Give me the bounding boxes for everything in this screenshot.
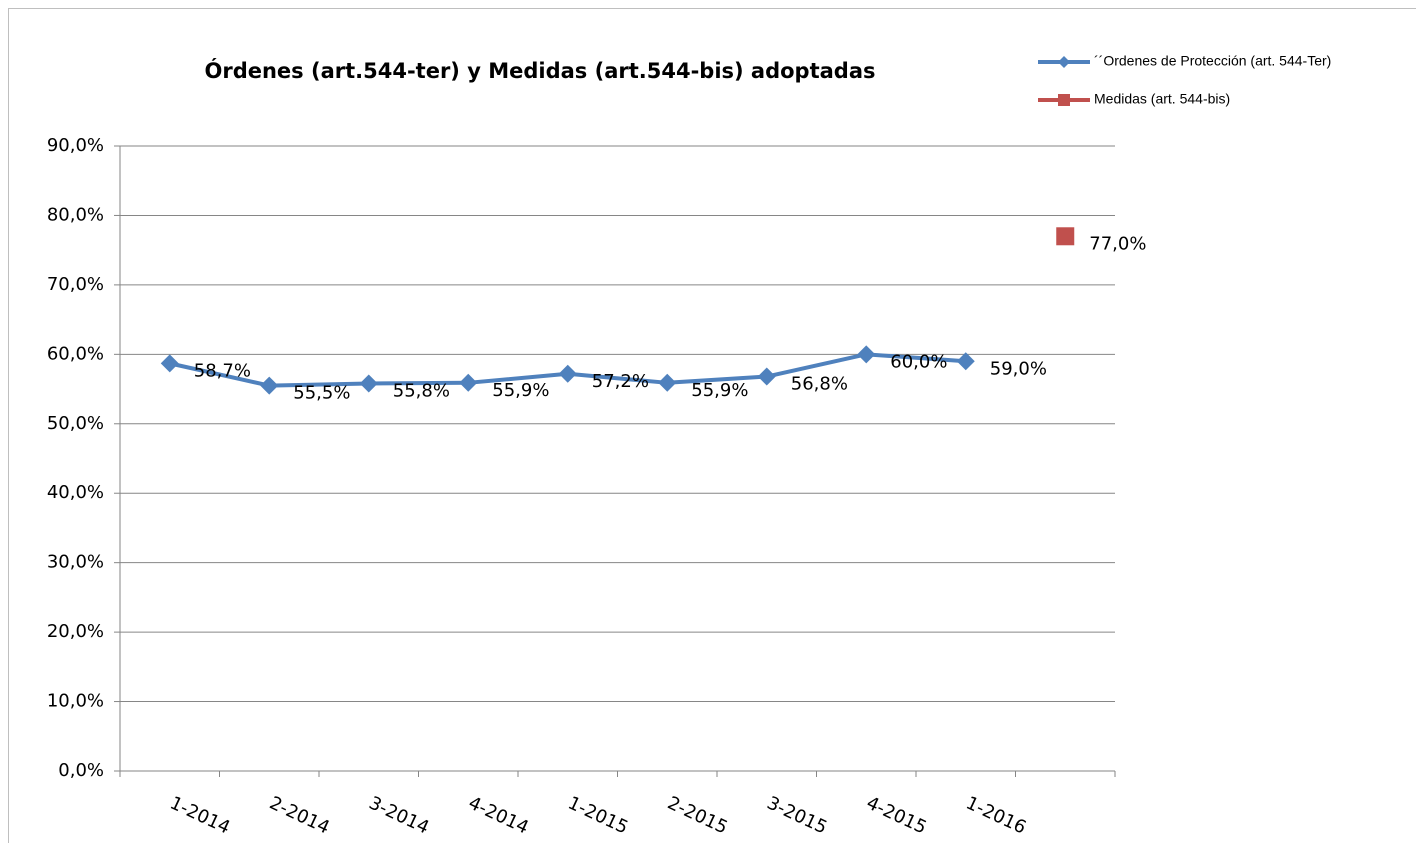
y-tick-label: 60,0% [47,343,104,364]
data-label: 55,9% [492,380,549,401]
data-label: 57,2% [592,371,649,392]
data-point [1056,227,1075,246]
data-label: 60,0% [890,351,947,372]
x-tick-label: 3-2014 [366,793,433,839]
data-point [160,354,179,373]
x-tick-label: 2-2015 [664,793,731,839]
legend-label: ´´Ordenes de Protección (art. 544-Ter) [1094,53,1331,69]
data-point [757,367,776,386]
data-point [359,374,378,393]
data-point [260,376,279,395]
legend-marker [1058,94,1070,106]
chart-title: Órdenes (art.544-ter) y Medidas (art.544… [204,58,875,83]
y-tick-label: 70,0% [47,274,104,295]
y-tick-label: 30,0% [47,552,104,573]
y-tick-label: 20,0% [47,621,104,642]
data-label: 58,7% [194,360,251,381]
data-point [857,345,876,364]
data-label: 55,8% [393,381,450,402]
x-tick-label: 4-2015 [863,793,930,839]
data-label: 55,5% [293,383,350,404]
y-tick-label: 90,0% [47,135,104,156]
x-tick-label: 3-2015 [764,793,831,839]
data-label: 55,9% [691,380,748,401]
legend-marker [1058,56,1070,68]
x-tick-label: 4-2014 [465,793,532,839]
data-point [658,373,677,392]
data-point [956,352,975,371]
data-label: 56,8% [791,374,848,395]
x-tick-label: 1-2014 [167,793,234,839]
data-label: 77,0% [1089,233,1146,254]
legend-label: Medidas (art. 544-bis) [1094,91,1230,107]
data-point [558,364,577,383]
x-tick-label: 2-2014 [266,793,333,839]
data-label: 59,0% [990,358,1047,379]
y-tick-label: 80,0% [47,204,104,225]
x-tick-label: 1-2016 [963,793,1030,839]
data-point [459,373,478,392]
y-tick-label: 10,0% [47,691,104,712]
y-tick-label: 0,0% [58,760,104,781]
x-tick-label: 1-2015 [565,793,632,839]
y-tick-label: 40,0% [47,482,104,503]
y-tick-label: 50,0% [47,413,104,434]
chart-frame [8,8,1416,843]
